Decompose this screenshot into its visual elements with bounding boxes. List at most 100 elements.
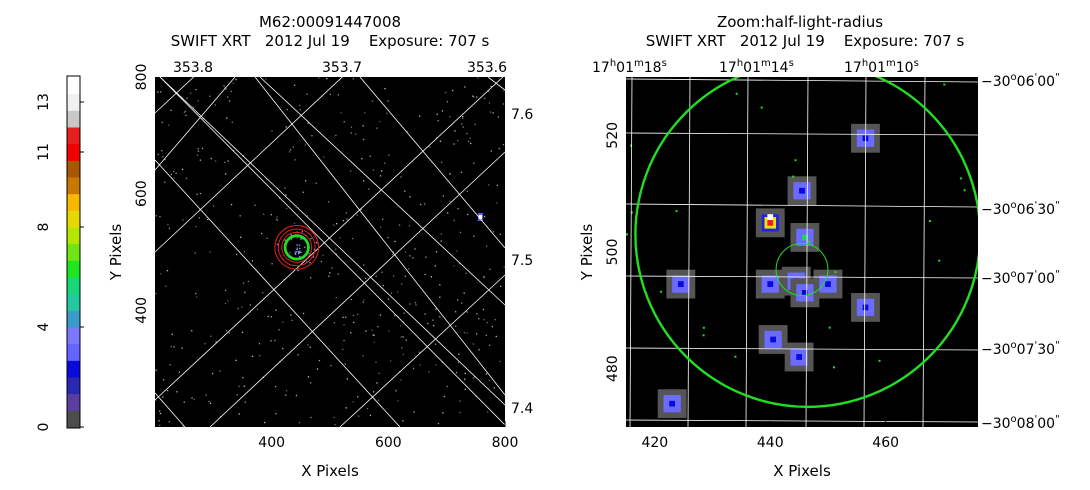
photon-event	[358, 415, 360, 417]
photon-event	[209, 251, 211, 253]
grid-line-dec	[626, 132, 978, 136]
photon-event	[462, 126, 464, 128]
photon-event	[439, 316, 441, 318]
photon-event	[434, 265, 436, 267]
background-annulus-circle	[274, 224, 320, 270]
photon-event	[381, 271, 383, 273]
photon-event	[461, 302, 463, 304]
photon-event	[301, 238, 303, 240]
source-core	[825, 281, 831, 287]
photon-event	[264, 421, 266, 424]
photon-event	[386, 112, 388, 114]
photon-event	[363, 180, 365, 182]
colorbar-segment	[67, 243, 80, 261]
photon-event	[387, 100, 389, 102]
photon-event	[794, 159, 797, 162]
photon-event	[365, 277, 367, 280]
photon-event	[295, 251, 297, 253]
photon-event	[196, 154, 199, 156]
photon-event	[442, 412, 444, 414]
photon-event	[345, 407, 347, 409]
photon-event	[230, 203, 233, 206]
photon-event	[342, 348, 344, 351]
colorbar-ticks: 0 4 8 11 13	[36, 93, 84, 431]
photon-event	[397, 291, 399, 293]
photon-event	[453, 143, 455, 145]
photon-event	[432, 319, 434, 321]
photon-event	[453, 219, 455, 222]
photon-event	[173, 177, 175, 179]
photon-event	[277, 187, 279, 189]
photon-event	[828, 326, 831, 329]
photon-event	[298, 244, 301, 246]
photon-event	[155, 399, 157, 401]
photon-event	[266, 178, 268, 180]
photon-event	[315, 182, 317, 184]
photon-event	[181, 168, 184, 170]
photon-event	[473, 162, 475, 164]
photon-event	[344, 363, 346, 365]
photon-event	[171, 333, 173, 335]
photon-event	[491, 326, 493, 328]
photon-event	[463, 292, 465, 294]
photon-event	[323, 156, 325, 158]
photon-event	[495, 335, 497, 338]
photon-event	[402, 336, 404, 338]
photon-event	[224, 161, 226, 163]
photon-event	[282, 347, 284, 350]
photon-event	[236, 394, 238, 396]
photon-event	[357, 313, 359, 315]
photon-event	[452, 89, 454, 92]
photon-event	[464, 378, 466, 380]
right-dec-tick-label: −30o07'30"	[981, 340, 1060, 358]
photon-event	[471, 95, 474, 97]
photon-event	[285, 194, 287, 196]
photon-event	[282, 321, 284, 323]
photon-event	[159, 412, 162, 415]
photon-event	[195, 292, 197, 295]
grid-line-dec	[359, 77, 505, 249]
photon-event	[290, 238, 293, 240]
photon-event	[331, 267, 333, 269]
colorbar-frame	[66, 75, 81, 429]
right-image-background	[626, 77, 978, 427]
photon-event	[350, 132, 352, 134]
photon-event	[302, 312, 305, 315]
photon-event	[297, 269, 299, 272]
photon-event	[329, 93, 331, 95]
colorbar-segment	[67, 310, 80, 328]
photon-event	[441, 110, 444, 112]
photon-event	[833, 366, 835, 369]
photon-event	[430, 276, 432, 278]
photon-event	[306, 93, 308, 95]
grid-line-ra	[209, 151, 505, 427]
photon-event	[394, 314, 396, 317]
photon-event	[440, 161, 443, 163]
left-panel: M62:00091447008 SWIFT XRT 2012 Jul 19 Ex…	[107, 13, 533, 480]
left-title: M62:00091447008	[259, 13, 401, 31]
photon-event	[362, 125, 364, 127]
photon-event	[466, 311, 468, 313]
photon-event	[186, 97, 188, 99]
colorbar-segment	[67, 377, 80, 395]
photon-event	[502, 103, 505, 105]
colorbar-segment	[67, 293, 80, 311]
photon-event	[388, 154, 390, 156]
colorbar-segment	[67, 110, 80, 128]
photon-event	[271, 263, 273, 265]
photon-event	[198, 217, 200, 219]
photon-event	[402, 420, 404, 422]
photon-event	[296, 244, 298, 246]
photon-event	[182, 219, 184, 221]
grid-line-dec	[159, 77, 505, 406]
photon-event	[488, 102, 491, 104]
photon-event	[405, 339, 407, 341]
photon-event	[316, 368, 319, 370]
photon-event	[351, 237, 354, 240]
source-core	[677, 281, 684, 287]
core-radius-circle	[775, 243, 829, 296]
photon-event	[244, 291, 246, 293]
photon-event	[350, 332, 352, 334]
photon-event	[938, 259, 941, 262]
